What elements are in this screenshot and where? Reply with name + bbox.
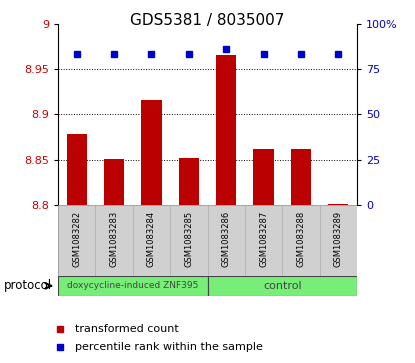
Text: GSM1083283: GSM1083283 bbox=[110, 211, 119, 267]
Bar bbox=[253, 149, 274, 205]
Text: GSM1083282: GSM1083282 bbox=[72, 211, 81, 267]
Text: control: control bbox=[263, 281, 302, 291]
Bar bbox=[328, 204, 349, 205]
Text: GSM1083289: GSM1083289 bbox=[334, 211, 343, 267]
Bar bbox=[66, 134, 87, 205]
Text: GSM1083286: GSM1083286 bbox=[222, 211, 231, 267]
Bar bbox=[290, 149, 311, 205]
Bar bbox=[104, 159, 124, 205]
Bar bbox=[216, 56, 237, 205]
Text: transformed count: transformed count bbox=[75, 323, 178, 334]
Text: GSM1083284: GSM1083284 bbox=[147, 211, 156, 267]
Bar bbox=[58, 276, 208, 296]
Text: percentile rank within the sample: percentile rank within the sample bbox=[75, 342, 263, 352]
Text: doxycycline-induced ZNF395: doxycycline-induced ZNF395 bbox=[67, 281, 198, 290]
Bar bbox=[208, 276, 357, 296]
Text: GSM1083285: GSM1083285 bbox=[184, 211, 193, 267]
Text: protocol: protocol bbox=[4, 280, 52, 292]
Bar bbox=[141, 100, 162, 205]
Text: GSM1083287: GSM1083287 bbox=[259, 211, 268, 267]
Bar bbox=[178, 158, 199, 205]
Text: GSM1083288: GSM1083288 bbox=[296, 211, 305, 267]
Text: GDS5381 / 8035007: GDS5381 / 8035007 bbox=[130, 13, 285, 28]
